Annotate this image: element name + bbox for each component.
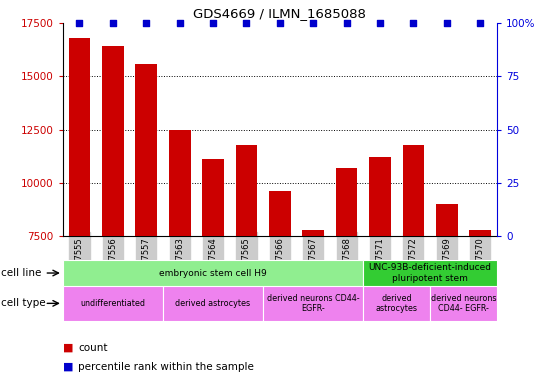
Bar	[269, 191, 290, 384]
Bar	[102, 46, 124, 384]
Bar	[402, 144, 424, 384]
Point	[242, 20, 251, 26]
Bar	[163, 286, 263, 321]
Text: undifferentiated: undifferentiated	[80, 299, 145, 308]
Point	[342, 20, 351, 26]
Point	[276, 20, 284, 26]
Bar	[470, 230, 491, 384]
Point	[142, 20, 151, 26]
Bar	[63, 260, 363, 286]
Text: derived neurons CD44-
EGFR-: derived neurons CD44- EGFR-	[267, 294, 359, 313]
Bar	[202, 159, 224, 384]
Text: UNC-93B-deficient-induced
pluripotent stem: UNC-93B-deficient-induced pluripotent st…	[369, 263, 491, 283]
Bar	[135, 63, 157, 384]
Bar	[63, 286, 163, 321]
Point	[409, 20, 418, 26]
Bar	[430, 286, 497, 321]
Text: percentile rank within the sample: percentile rank within the sample	[78, 362, 254, 372]
Bar	[263, 286, 363, 321]
Text: derived astrocytes: derived astrocytes	[175, 299, 251, 308]
Point	[309, 20, 318, 26]
Bar	[363, 260, 497, 286]
Point	[75, 20, 84, 26]
Bar	[235, 144, 257, 384]
Bar	[336, 168, 358, 384]
Bar	[302, 230, 324, 384]
Point	[376, 20, 384, 26]
Bar	[169, 130, 191, 384]
Text: ■: ■	[63, 362, 73, 372]
Text: derived
astrocytes: derived astrocytes	[376, 294, 418, 313]
Text: derived neurons
CD44- EGFR-: derived neurons CD44- EGFR-	[431, 294, 496, 313]
Point	[109, 20, 117, 26]
Bar	[363, 286, 430, 321]
Text: count: count	[78, 343, 108, 353]
Text: ■: ■	[63, 343, 73, 353]
Text: embryonic stem cell H9: embryonic stem cell H9	[159, 268, 267, 278]
Bar	[369, 157, 391, 384]
Point	[442, 20, 451, 26]
Title: GDS4669 / ILMN_1685088: GDS4669 / ILMN_1685088	[193, 7, 366, 20]
Point	[175, 20, 184, 26]
Bar	[436, 204, 458, 384]
Point	[476, 20, 484, 26]
Bar	[69, 38, 90, 384]
Text: cell type: cell type	[1, 298, 46, 308]
Text: cell line: cell line	[1, 268, 41, 278]
Point	[209, 20, 217, 26]
